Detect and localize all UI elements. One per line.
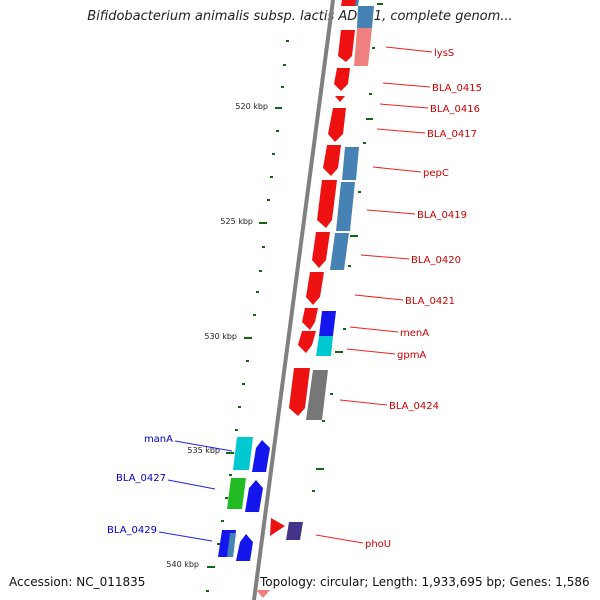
gene-arrow[interactable] (289, 368, 310, 416)
outer-tick-ring (312, 3, 383, 492)
gene-arrow[interactable] (323, 145, 341, 176)
gene-label-phoU[interactable]: phoU (365, 539, 391, 550)
gene-arrow[interactable] (233, 437, 253, 470)
reverse-leaders (158, 440, 233, 542)
gene-arrow[interactable] (354, 28, 372, 66)
topology-text: Topology: circular; Length: 1,933,695 bp… (260, 575, 590, 589)
tick-label: 525 kbp (220, 217, 253, 226)
forward-labels: lysS BLA_0415 BLA_0416 BLA_0417 pepC BLA… (365, 48, 482, 550)
tick-label: 530 kbp (204, 332, 237, 341)
forward-genes (256, 0, 374, 598)
gene-arrow[interactable] (338, 30, 355, 62)
gene-arrow[interactable] (227, 533, 236, 557)
accession-text: Accession: NC_011835 (9, 575, 146, 589)
genome-backbone (252, 0, 335, 600)
gene-label-bla-0427[interactable]: BLA_0427 (116, 473, 166, 484)
gene-arrow[interactable] (227, 478, 246, 509)
reverse-genes (218, 437, 270, 561)
gene-label-bla-0416[interactable]: BLA_0416 (430, 104, 480, 115)
gene-arrow[interactable] (312, 232, 330, 268)
gene-arrow[interactable] (252, 440, 270, 472)
gene-arrow[interactable] (328, 108, 346, 142)
gene-label-bla-0420[interactable]: BLA_0420 (411, 255, 461, 266)
gene-label-menA[interactable]: menA (400, 328, 429, 339)
gene-arrow[interactable] (286, 522, 303, 540)
gene-arrow[interactable] (317, 180, 337, 228)
gene-arrow[interactable] (245, 480, 263, 512)
axis-labels: 520 kbp 525 kbp 530 kbp 535 kbp 540 kbp (166, 102, 268, 569)
gene-arrow[interactable] (341, 0, 356, 6)
gene-label-bla-0419[interactable]: BLA_0419 (417, 210, 467, 221)
gene-arrow[interactable] (334, 68, 350, 91)
gene-arrow[interactable] (336, 182, 355, 231)
map-title: Bifidobacterium animalis subsp. lactis A… (87, 9, 513, 24)
gene-arrow[interactable] (342, 147, 359, 180)
gene-label-lysS[interactable]: lysS (434, 48, 454, 59)
gene-arrow[interactable] (256, 590, 270, 598)
gene-arrow[interactable] (270, 518, 285, 536)
tick-label: 535 kbp (187, 446, 220, 455)
gene-arrow[interactable] (306, 370, 328, 420)
tick-label: 520 kbp (235, 102, 268, 111)
gene-arrow[interactable] (236, 534, 253, 561)
gene-arrow[interactable] (330, 233, 349, 270)
tick-label: 540 kbp (166, 560, 199, 569)
gene-label-bla-0429[interactable]: BLA_0429 (107, 525, 157, 536)
gene-label-pepC[interactable]: pepC (423, 168, 449, 179)
gene-arrow[interactable] (302, 308, 318, 330)
gene-arrow[interactable] (298, 331, 316, 353)
gene-arrow[interactable] (306, 272, 324, 305)
gene-arrow[interactable] (335, 96, 345, 102)
forward-leaders (315, 46, 433, 544)
gene-label-manA[interactable]: manA (144, 434, 173, 445)
gene-label-bla-0417[interactable]: BLA_0417 (427, 129, 477, 140)
gene-label-bla-0421[interactable]: BLA_0421 (405, 296, 455, 307)
gene-label-gpmA[interactable]: gpmA (397, 350, 426, 361)
gene-arrow[interactable] (357, 6, 374, 28)
reverse-labels: manA BLA_0427 BLA_0429 (107, 434, 173, 536)
gene-arrow[interactable] (316, 336, 333, 356)
gene-label-bla-0424[interactable]: BLA_0424 (389, 401, 439, 412)
gene-arrow[interactable] (319, 311, 336, 336)
gene-label-bla-0415[interactable]: BLA_0415 (432, 83, 482, 94)
inner-tick-ring (206, 40, 289, 592)
